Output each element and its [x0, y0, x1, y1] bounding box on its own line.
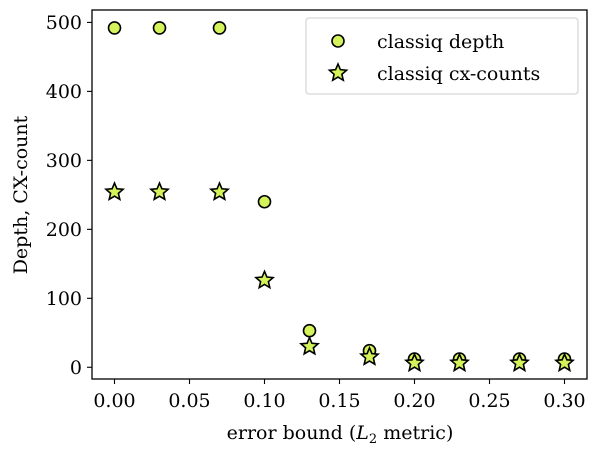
y-tick-label: 100: [46, 288, 82, 310]
legend-marker-depth: [331, 34, 345, 48]
cx-count-point: [253, 269, 276, 290]
cx-count-point: [298, 335, 321, 356]
depth-point: [152, 21, 167, 35]
legend-box: [305, 17, 579, 95]
depth-point: [212, 21, 227, 35]
depth-point: [302, 323, 317, 338]
depth-point: [257, 194, 272, 209]
depth-point: [107, 21, 122, 35]
marks-layer: [103, 21, 576, 373]
legend-circle-icon: [331, 34, 345, 48]
legend-label-depth: classiq depth: [377, 31, 504, 53]
x-tick-label: 0.00: [93, 390, 135, 412]
cx-count-point: [448, 352, 471, 373]
x-tick-label: 0.25: [468, 390, 510, 412]
plot-frame: [91, 9, 588, 380]
legend-star-icon: [327, 61, 349, 82]
legend: classiq depth classiq cx-counts: [305, 17, 579, 95]
x-tick-label: 0.30: [543, 390, 585, 412]
cx-count-point: [508, 352, 531, 373]
y-tick-label: 500: [46, 12, 82, 34]
x-tick-label: 0.15: [318, 390, 360, 412]
ticks-layer: 0.00 0.05 0.10 0.15 0.20 0.25 0.30 0 100 200 300 40…: [46, 12, 586, 412]
cx-count-point: [553, 352, 576, 373]
y-tick-label: 0: [70, 357, 82, 379]
x-axis-label: error bound (L2 metric): [227, 422, 454, 447]
y-tick-label: 400: [46, 81, 82, 103]
y-tick-label: 200: [46, 219, 82, 241]
x-tick-label: 0.05: [168, 390, 210, 412]
x-tick-label: 0.10: [243, 390, 285, 412]
y-tick-label: 300: [46, 150, 82, 172]
cx-count-point: [358, 345, 381, 366]
cx-count-point: [403, 352, 426, 373]
legend-label-cx-counts: classiq cx-counts: [377, 63, 540, 85]
cx-count-point: [148, 181, 171, 202]
cx-count-point: [103, 181, 126, 202]
legend-marker-cx-counts: [327, 61, 349, 82]
series-cx-counts: [103, 181, 576, 373]
cx-count-point: [208, 181, 231, 202]
x-tick-label: 0.20: [393, 390, 435, 412]
y-axis-label: Depth, CX-count: [10, 115, 32, 274]
